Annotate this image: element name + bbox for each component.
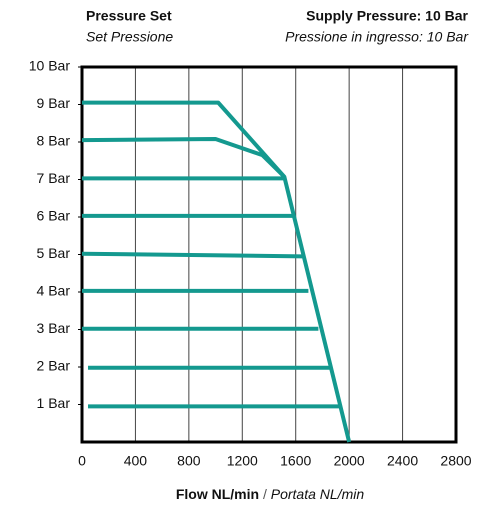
header-subtitle: Set Pressione: [86, 29, 173, 45]
header-title: Pressure Set: [86, 8, 172, 24]
y-tick-label: 10 Bar: [29, 58, 71, 74]
y-tick-label: 7 Bar: [37, 170, 71, 186]
y-tick-label: 3 Bar: [37, 320, 71, 336]
flow-curve: [81, 137, 286, 179]
x-tick-label: 2400: [387, 453, 418, 469]
y-tick-label: 9 Bar: [37, 95, 71, 111]
x-axis-label: Flow NL/min / Portata NL/min: [176, 486, 364, 502]
y-tick-label: 5 Bar: [37, 245, 71, 261]
y-tick-label: 2 Bar: [37, 358, 71, 374]
x-tick-label: 1600: [280, 453, 311, 469]
x-tick-label: 800: [177, 453, 201, 469]
y-tick-label: 6 Bar: [37, 208, 71, 224]
x-tick-label: 2800: [440, 453, 471, 469]
x-tick-label: 0: [78, 453, 86, 469]
flow-curve: [81, 251, 303, 259]
y-tick-label: 8 Bar: [37, 133, 71, 149]
x-label-main: Flow NL/min: [176, 486, 259, 502]
x-tick-label: 2000: [334, 453, 365, 469]
header-title: Supply Pressure: 10 Bar: [306, 8, 468, 24]
header-subtitle: Pressione in ingresso: 10 Bar: [285, 29, 469, 45]
x-tick-label: 400: [124, 453, 148, 469]
flow-curve: [82, 100, 352, 443]
x-tick-label: 1200: [227, 453, 258, 469]
x-label-translation: Portata NL/min: [271, 486, 365, 502]
y-tick-label: 1 Bar: [37, 395, 71, 411]
x-label-separator: /: [263, 486, 267, 502]
y-tick-label: 4 Bar: [37, 283, 71, 299]
